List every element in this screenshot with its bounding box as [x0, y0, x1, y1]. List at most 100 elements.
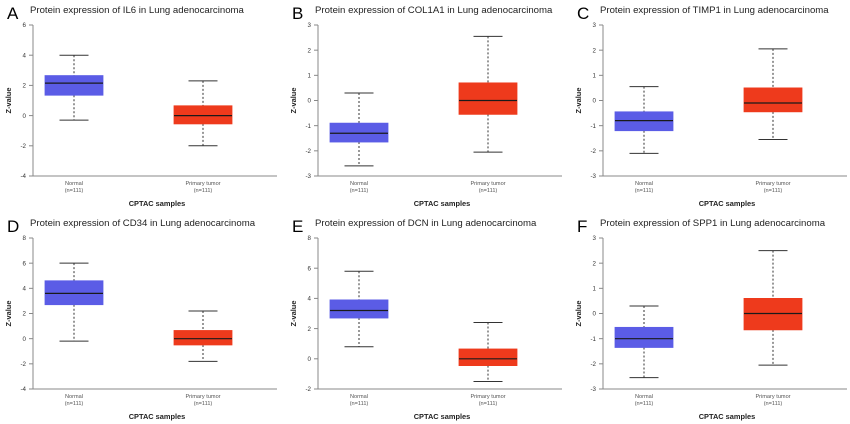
x-category-label: Primary tumor — [185, 394, 220, 400]
y-tick-label: 2 — [308, 47, 312, 54]
iqr-box — [44, 75, 104, 96]
y-tick-label: 0 — [308, 98, 312, 105]
x-category-label: Primary tumor — [470, 394, 505, 400]
iqr-box — [173, 330, 233, 346]
y-tick-label: 3 — [593, 22, 597, 29]
y-tick-label: -2 — [305, 148, 311, 155]
iqr-box — [614, 111, 674, 132]
y-tick-label: -3 — [590, 386, 596, 393]
x-category-count: (n=111) — [479, 188, 498, 194]
y-tick-label: 6 — [308, 265, 312, 272]
y-tick-label: -4 — [20, 173, 26, 180]
x-category-count: (n=111) — [479, 401, 498, 407]
y-tick-label: 8 — [308, 235, 312, 242]
y-tick-label: 0 — [23, 113, 27, 120]
y-tick-label: -2 — [305, 386, 311, 393]
y-tick-label: -3 — [305, 173, 311, 180]
x-axis-title: CPTAC samples — [129, 412, 186, 421]
chart-title: Protein expression of DCN in Lung adenoc… — [315, 218, 537, 229]
box-primary-tumor — [458, 322, 518, 382]
box-normal — [329, 270, 389, 348]
box-primary-tumor — [173, 310, 233, 362]
x-category-count: (n=111) — [350, 188, 369, 194]
x-category-count: (n=111) — [764, 188, 783, 194]
y-tick-label: -2 — [20, 143, 26, 150]
x-category-label: Primary tumor — [185, 181, 220, 187]
y-tick-label: -2 — [590, 361, 596, 368]
iqr-box — [329, 299, 389, 319]
y-tick-label: -1 — [590, 123, 596, 130]
x-category-label: Primary tumor — [755, 394, 790, 400]
chart-panel-e: E Protein expression of DCN in Lung adeno… — [289, 217, 562, 421]
box-normal — [329, 92, 389, 167]
y-tick-label: 2 — [308, 326, 312, 333]
y-axis-title: Z-value — [4, 301, 13, 327]
y-tick-label: -4 — [20, 386, 26, 393]
y-tick-label: 6 — [23, 260, 27, 267]
x-category-count: (n=111) — [65, 401, 84, 407]
chart-title: Protein expression of COL1A1 in Lung ade… — [315, 5, 553, 16]
x-axis-title: CPTAC samples — [414, 199, 471, 208]
x-category-label: Normal — [350, 181, 368, 187]
panel-letter: B — [292, 4, 303, 23]
box-normal — [614, 86, 674, 154]
panel-letter: C — [577, 4, 589, 23]
y-axis-title: Z-value — [289, 301, 298, 327]
x-axis-title: CPTAC samples — [129, 199, 186, 208]
x-category-label: Primary tumor — [755, 181, 790, 187]
y-tick-label: 1 — [308, 73, 312, 80]
panel-letter: A — [7, 4, 19, 23]
chart-title: Protein expression of IL6 in Lung adenoc… — [30, 5, 245, 16]
y-tick-label: 0 — [593, 311, 597, 318]
chart-title: Protein expression of TIMP1 in Lung aden… — [600, 5, 829, 16]
y-tick-label: 2 — [23, 311, 27, 318]
x-axis-title: CPTAC samples — [699, 412, 756, 421]
x-category-count: (n=111) — [194, 401, 213, 407]
y-tick-label: 1 — [593, 73, 597, 80]
y-tick-label: -2 — [590, 148, 596, 155]
chart-panel-c: C Protein expression of TIMP1 in Lung ade… — [574, 4, 847, 208]
x-category-label: Normal — [635, 394, 653, 400]
y-tick-label: 8 — [23, 235, 27, 242]
x-category-label: Primary tumor — [470, 181, 505, 187]
box-normal — [44, 54, 104, 121]
y-tick-label: 0 — [308, 356, 312, 363]
y-tick-label: 2 — [593, 47, 597, 54]
x-category-label: Normal — [65, 394, 83, 400]
panel-letter: F — [577, 217, 587, 236]
box-primary-tumor — [173, 80, 233, 147]
y-tick-label: 2 — [23, 83, 27, 90]
box-primary-tumor — [743, 48, 803, 141]
iqr-box — [458, 348, 518, 366]
x-category-count: (n=111) — [635, 401, 654, 407]
x-category-count: (n=111) — [65, 188, 84, 194]
chart-panel-b: B Protein expression of COL1A1 in Lung ad… — [289, 4, 562, 208]
y-tick-label: 4 — [23, 52, 27, 59]
box-normal — [44, 262, 104, 342]
iqr-box — [743, 87, 803, 113]
y-tick-label: 4 — [23, 286, 27, 293]
y-tick-label: 4 — [308, 296, 312, 303]
panel-letter: D — [7, 217, 19, 236]
x-axis-title: CPTAC samples — [699, 199, 756, 208]
chart-title: Protein expression of CD34 in Lung adeno… — [30, 218, 256, 229]
y-axis-title: Z-value — [574, 88, 583, 114]
y-tick-label: -1 — [590, 336, 596, 343]
y-tick-label: 1 — [593, 286, 597, 293]
iqr-box — [44, 280, 104, 306]
x-category-label: Normal — [65, 181, 83, 187]
y-tick-label: 0 — [23, 336, 27, 343]
y-tick-label: 2 — [593, 260, 597, 267]
box-primary-tumor — [743, 250, 803, 366]
iqr-box — [743, 298, 803, 331]
y-tick-label: 3 — [308, 22, 312, 29]
y-tick-label: 6 — [23, 22, 27, 29]
y-tick-label: 0 — [593, 98, 597, 105]
x-category-label: Normal — [635, 181, 653, 187]
iqr-box — [173, 105, 233, 125]
y-tick-label: -2 — [20, 361, 26, 368]
x-axis-title: CPTAC samples — [414, 412, 471, 421]
iqr-box — [458, 82, 518, 115]
box-normal — [614, 305, 674, 379]
